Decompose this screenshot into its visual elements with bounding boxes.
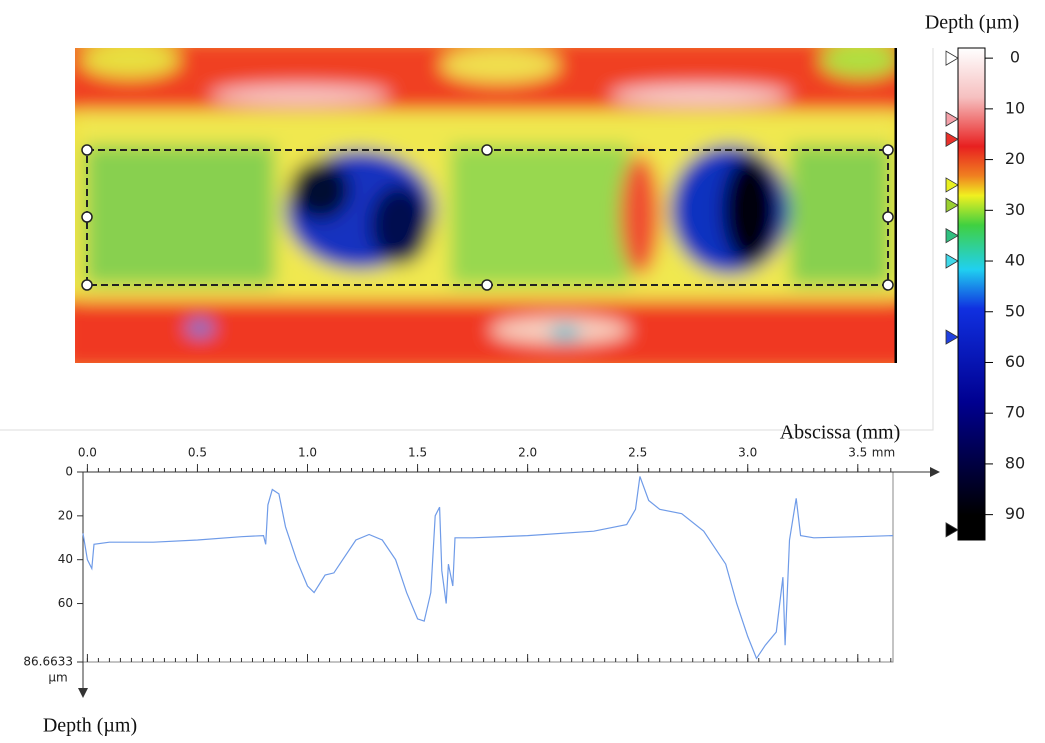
y-axis-arrow [78, 688, 88, 698]
colorbar [957, 47, 986, 541]
colorbar-marker [945, 131, 959, 147]
colorbar-tick-label: 60 [1005, 352, 1025, 371]
y-unit: µm [48, 671, 67, 685]
colorbar-tick-label: 30 [1005, 200, 1025, 219]
y-tick-label: 20 [58, 508, 73, 522]
colorbar-marker [945, 227, 959, 244]
colorbar-tick-label: 0 [1010, 48, 1020, 67]
x-axis-label: Abscissa (mm) [780, 422, 901, 444]
colorbar-marker [945, 177, 959, 193]
colorbar-tick-label: 10 [1005, 98, 1025, 117]
depth-map [75, 48, 897, 363]
colorbar-marker [945, 329, 959, 345]
colorbar-marker [945, 50, 959, 66]
x-tick-label: 1.5 [408, 446, 427, 460]
y-axis-label: Depth (µm) [43, 715, 137, 737]
profile-line [82, 476, 894, 660]
colorbar-tick-label: 50 [1005, 301, 1025, 320]
colorbar-marker [945, 253, 959, 269]
x-tick-label: 3.5 [848, 446, 867, 460]
x-tick-label: 0.5 [188, 446, 207, 460]
y-tick-label: 86.6633 [23, 655, 73, 669]
selection-box [81, 144, 894, 291]
x-unit: mm [872, 446, 895, 460]
x-tick-label: 2.0 [518, 446, 537, 460]
x-axis-arrow [930, 467, 940, 477]
colorbar-tick-label: 80 [1005, 453, 1025, 472]
x-tick-label: 1.0 [298, 446, 317, 460]
x-tick-label: 2.5 [628, 446, 647, 460]
y-tick-label: 60 [58, 596, 73, 610]
colorbar-tick-label: 70 [1005, 403, 1025, 422]
colorbar-marker [945, 522, 959, 538]
colorbar-marker [945, 197, 959, 213]
colorbar-tick-label: 20 [1005, 149, 1025, 168]
colorbar-title: Depth (µm) [925, 12, 1019, 34]
y-tick-label: 40 [58, 552, 73, 566]
colorbar-tick-label: 40 [1005, 251, 1025, 270]
x-tick-label: 0.0 [78, 446, 97, 460]
y-tick-label: 0 [65, 465, 73, 479]
plot-area [82, 471, 894, 663]
panel-border [0, 48, 934, 431]
x-tick-label: 3.0 [738, 446, 757, 460]
colorbar-marker [945, 111, 959, 127]
colorbar-tick-label: 90 [1005, 504, 1025, 523]
